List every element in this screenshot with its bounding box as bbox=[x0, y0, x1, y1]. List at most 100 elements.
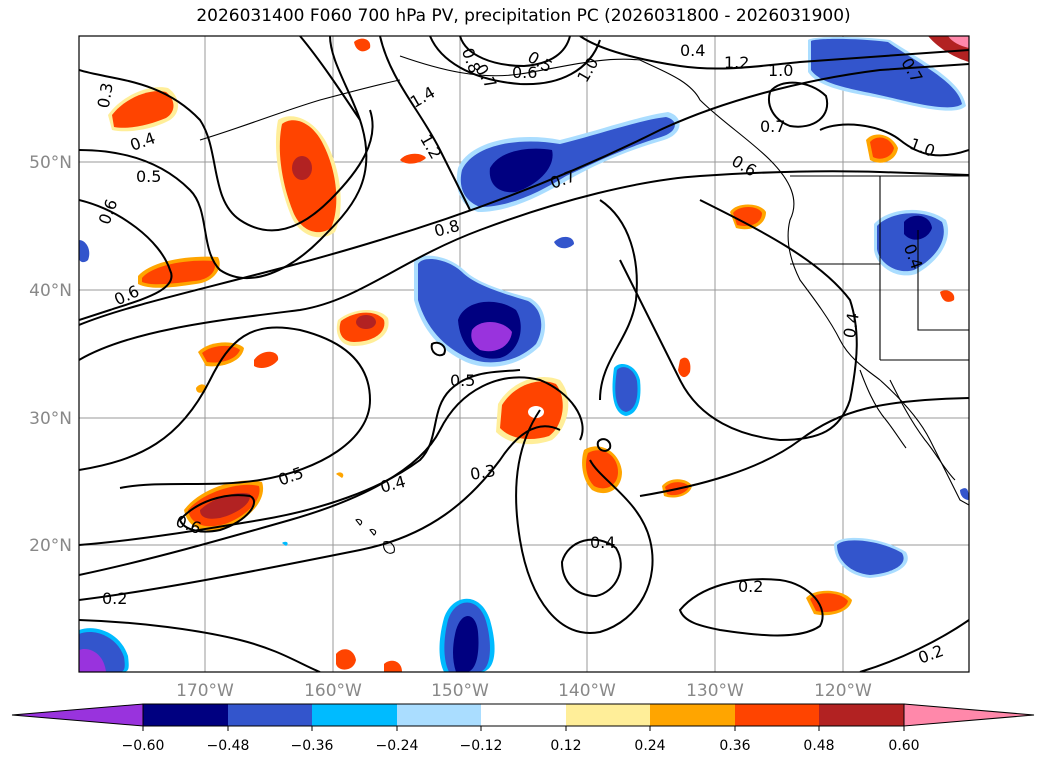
contour-label: 0.4 bbox=[680, 41, 705, 60]
colorbar-tick-label: 0.12 bbox=[550, 738, 581, 754]
precip-pos-blob bbox=[336, 649, 356, 670]
precip-neg-blob bbox=[282, 541, 288, 546]
colorbar-tick-label: −0.12 bbox=[460, 738, 503, 754]
colorbar-tick-label: 0.60 bbox=[888, 738, 919, 754]
pv-contour bbox=[560, 538, 622, 598]
precip-pos-blob bbox=[112, 91, 174, 128]
precip-pos-blob bbox=[940, 290, 955, 302]
contour-label: 0.3 bbox=[469, 461, 497, 484]
precip-pos-blob bbox=[810, 593, 848, 612]
colorbar-segment bbox=[566, 704, 650, 726]
colorbar-segment bbox=[735, 704, 819, 726]
lon-label: 170°W bbox=[176, 681, 234, 701]
map-plot-area: 0.3 0.4 0.5 0.6 0.6 0.8 0.5 0.6 0.5 0.4 … bbox=[79, 36, 969, 672]
aleutians bbox=[199, 79, 401, 141]
colorbar-tick-label: 0.24 bbox=[634, 738, 665, 754]
contour-label: 0.5 bbox=[450, 371, 475, 390]
precip-pos-core bbox=[200, 492, 251, 519]
precip-neg-blob bbox=[811, 38, 962, 108]
precip-neg-blob bbox=[615, 367, 638, 412]
lon-label: 130°W bbox=[686, 681, 744, 701]
baja-california bbox=[859, 369, 907, 449]
colorbar: −0.60 −0.48 −0.36 −0.24 −0.12 0.12 0.24 … bbox=[11, 703, 1035, 754]
colorbar-min-extend bbox=[11, 703, 144, 727]
pv-contour bbox=[299, 36, 361, 121]
lon-label: 140°W bbox=[558, 681, 616, 701]
pv-contour bbox=[819, 123, 969, 157]
colorbar-segment bbox=[312, 704, 397, 726]
precip-neg-blob bbox=[453, 615, 479, 672]
colorbar-segment bbox=[481, 704, 566, 726]
pv-contour bbox=[515, 409, 654, 635]
hawaii-island bbox=[369, 528, 377, 536]
latitude-labels: 50°N 40°N 30°N 20°N bbox=[29, 153, 72, 556]
contour-label: 0.4 bbox=[590, 533, 615, 552]
precip-pos-blob bbox=[678, 357, 691, 378]
contour-label: 0.6 bbox=[512, 63, 537, 82]
precip-neg-blob bbox=[79, 648, 106, 672]
pv-contour bbox=[596, 438, 612, 452]
pv-contour bbox=[639, 397, 969, 497]
precip-pos-blob bbox=[870, 137, 894, 159]
north-america-coast bbox=[639, 59, 969, 506]
precip-pos-hole bbox=[528, 406, 544, 418]
colorbar-max-extend bbox=[903, 703, 1035, 727]
pv-contour bbox=[579, 36, 969, 70]
colorbar-segment bbox=[650, 704, 735, 726]
precip-neg-blob bbox=[471, 321, 512, 352]
precip-pos-blob bbox=[400, 153, 426, 164]
precip-neg-blob bbox=[837, 540, 904, 575]
precip-pos-core bbox=[356, 315, 376, 329]
contour-label: 0.4 bbox=[840, 311, 863, 339]
pv-contour bbox=[768, 81, 829, 128]
colorbar-ticks bbox=[142, 726, 905, 731]
longitude-labels: 170°W 160°W 150°W 140°W 130°W 120°W bbox=[176, 681, 872, 701]
colorbar-segment bbox=[143, 704, 228, 726]
pv-contour bbox=[599, 199, 638, 401]
precip-negative-anomalies bbox=[79, 37, 969, 672]
precip-pos-blob bbox=[586, 450, 618, 489]
precip-neg-blob bbox=[489, 148, 553, 193]
contour-label: 0.2 bbox=[102, 589, 127, 608]
colorbar-tick-label: −0.24 bbox=[376, 738, 419, 754]
pv-contour bbox=[430, 341, 446, 357]
precip-positive-anomalies bbox=[108, 36, 969, 672]
contour-label: 0.5 bbox=[136, 167, 161, 186]
contour-label: 0.2 bbox=[738, 577, 763, 596]
pv-contour bbox=[79, 63, 969, 326]
contour-label: 1.2 bbox=[724, 53, 749, 72]
map-title: 2026031400 F060 700 hPa PV, precipitatio… bbox=[196, 6, 851, 26]
pv-contour bbox=[379, 36, 471, 211]
lat-label: 20°N bbox=[29, 536, 72, 556]
contour-label: 0.3 bbox=[94, 81, 117, 109]
colorbar-tick-label: −0.36 bbox=[291, 738, 334, 754]
pv-contour bbox=[79, 376, 584, 576]
colorbar-tick-label: 0.48 bbox=[803, 738, 834, 754]
pv-contours bbox=[79, 36, 969, 672]
pv-contour bbox=[79, 199, 173, 321]
lat-label: 50°N bbox=[29, 153, 72, 173]
precip-neg-blob bbox=[960, 488, 969, 500]
pv-contour bbox=[79, 619, 321, 672]
precip-pos-blob bbox=[142, 260, 216, 285]
gulf-of-california bbox=[889, 379, 956, 481]
contour-label: 0.7 bbox=[760, 117, 785, 136]
precip-neg-blob bbox=[554, 236, 574, 249]
pv-contour bbox=[678, 578, 824, 637]
precip-pos-blob bbox=[948, 36, 969, 48]
colorbar-segment bbox=[228, 704, 312, 726]
state-border bbox=[917, 230, 969, 331]
coastlines bbox=[199, 55, 969, 554]
pv-contour bbox=[459, 36, 571, 68]
colorbar-tick-label: −0.60 bbox=[122, 738, 165, 754]
pv-contour bbox=[79, 170, 969, 361]
precip-pos-core bbox=[292, 156, 312, 180]
alaska-coast bbox=[399, 55, 641, 77]
lon-label: 120°W bbox=[814, 681, 872, 701]
lat-label: 30°N bbox=[29, 409, 72, 429]
hawaii-island bbox=[355, 518, 363, 526]
precip-pos-blob bbox=[354, 38, 371, 52]
pv-contour bbox=[79, 425, 561, 601]
lon-label: 160°W bbox=[304, 681, 362, 701]
